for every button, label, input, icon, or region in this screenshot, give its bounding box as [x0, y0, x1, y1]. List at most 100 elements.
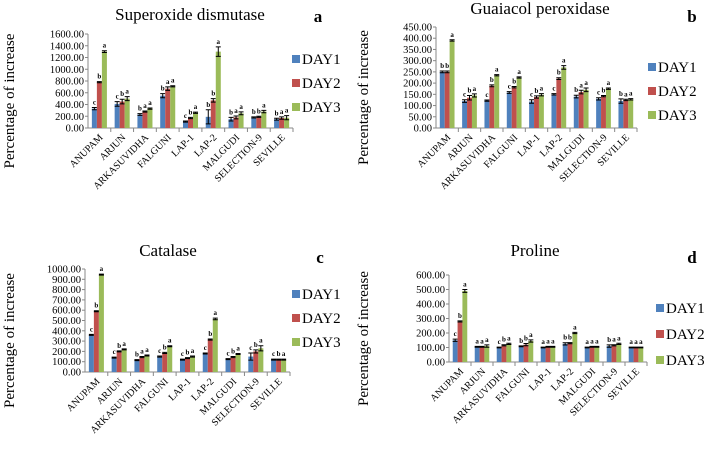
bar-day2 [207, 339, 213, 372]
error-bar [511, 85, 517, 89]
legend-swatch-day3 [292, 338, 300, 346]
significance-letter: b [189, 108, 193, 116]
error-bar [160, 93, 166, 99]
significance-letter: a [100, 265, 104, 273]
significance-letter: a [166, 78, 170, 86]
error-bar [212, 317, 218, 321]
bar-day3 [572, 333, 578, 362]
bar-day3 [471, 95, 477, 128]
bar-day3 [605, 88, 611, 128]
error-bar [190, 355, 196, 358]
significance-letter: c [113, 348, 116, 356]
error-bar [628, 346, 634, 349]
bar-day3 [238, 113, 244, 128]
bar-day1 [248, 356, 254, 372]
error-bar [462, 289, 468, 293]
bar-day3 [616, 343, 622, 362]
bar-day2 [611, 345, 617, 362]
bar-day2 [230, 357, 236, 372]
x-tick-label: ANUPAM [65, 376, 103, 414]
error-bar [284, 115, 290, 121]
bar-day2 [93, 311, 99, 372]
y-tick-label: 200.00 [52, 347, 81, 358]
error-bar [162, 351, 168, 354]
error-bar [596, 97, 602, 101]
significance-letter: a [579, 81, 583, 89]
bar-day1 [518, 346, 524, 362]
significance-letter: a [125, 88, 129, 96]
bar-day3 [449, 40, 455, 128]
bar-day1 [540, 347, 546, 362]
error-bar [562, 342, 568, 346]
significance-letter: a [612, 336, 616, 344]
bar-day3 [638, 347, 644, 362]
significance-letter: b [117, 342, 121, 350]
bar-day3 [506, 343, 512, 362]
error-bar [179, 358, 185, 361]
legend-label: DAY2 [302, 76, 341, 92]
error-bar [134, 359, 140, 362]
error-bar [116, 350, 122, 353]
significance-letter: a [573, 323, 577, 331]
bar-day1 [484, 100, 490, 128]
y-axis-label: Percentage of increase [2, 33, 18, 168]
significance-letter: b [519, 337, 523, 345]
bar-day1 [157, 356, 163, 372]
bar-day2 [534, 97, 539, 128]
legend-swatch-day2 [292, 314, 300, 322]
bar-day1 [271, 359, 277, 372]
y-tick-label: 200.00 [403, 79, 432, 90]
bar-day3 [550, 346, 556, 362]
bar-day3 [494, 75, 500, 128]
significance-letter: a [122, 340, 126, 348]
chart-title: Guaiacol peroxidase [470, 0, 609, 18]
bar-day3 [144, 355, 150, 372]
error-bar [182, 120, 188, 123]
significance-letter: c [463, 91, 466, 99]
bar-day2 [511, 87, 517, 128]
error-bar [594, 345, 600, 348]
panel-letter: a [314, 7, 323, 26]
bar-day2 [142, 111, 148, 128]
bar-day1 [506, 92, 512, 128]
x-tick-label: LAP-1 [170, 132, 197, 159]
bar-day2 [623, 99, 629, 128]
error-bar [124, 96, 130, 102]
bar-day1 [439, 71, 445, 128]
legend-swatch-day3 [648, 111, 656, 119]
bar-day1 [182, 121, 188, 128]
error-bar [534, 95, 539, 99]
significance-letter: b [607, 336, 611, 344]
error-bar [279, 116, 285, 120]
error-bar [230, 356, 236, 359]
bar-day2 [567, 343, 573, 362]
error-bar [258, 345, 264, 352]
legend-swatch-day1 [292, 290, 300, 298]
chart-panel-c: Catalase c Percentage of increase 0.00100.0… [2, 241, 341, 436]
error-bar [628, 98, 634, 101]
significance-letter: c [181, 350, 184, 358]
error-bar [506, 91, 512, 94]
bar-day3 [284, 117, 290, 128]
chart-title: Superoxide dismutase [115, 5, 265, 24]
bar-day3 [190, 356, 196, 372]
error-bar [251, 116, 257, 119]
significance-letter: a [214, 309, 218, 317]
significance-letter: a [463, 281, 467, 289]
bar-day3 [170, 86, 176, 128]
y-axis-label: Percentage of increase [356, 271, 372, 406]
significance-letter: a [507, 334, 511, 342]
bar-day2 [276, 359, 282, 372]
error-bar [228, 116, 234, 122]
bar-day3 [281, 359, 287, 372]
significance-letter: b [138, 105, 142, 113]
error-bar [572, 331, 578, 335]
y-tick-label: 300.00 [403, 56, 432, 67]
bar-day3 [538, 94, 544, 128]
y-tick-label: 150.00 [403, 90, 432, 101]
error-bar [616, 342, 622, 345]
bar-day3 [594, 346, 600, 362]
error-bar [165, 86, 171, 91]
bar-day3 [484, 346, 490, 362]
significance-letter: a [546, 337, 550, 345]
